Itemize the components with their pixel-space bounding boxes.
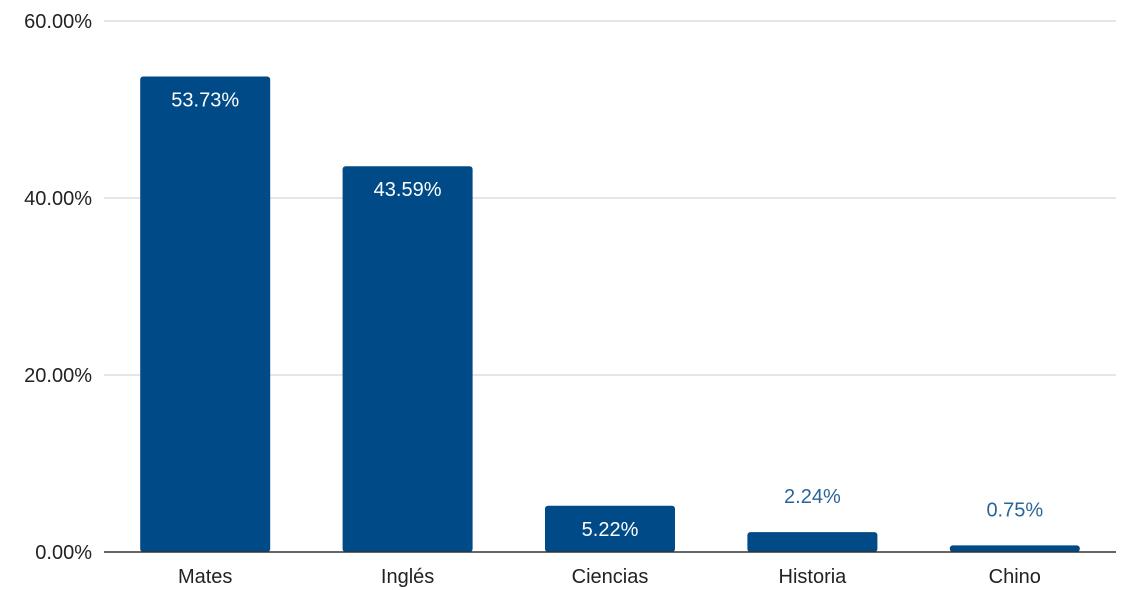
data-labels: 53.73% 43.59% 5.22% 2.24% 0.75% <box>171 89 1043 540</box>
bar-chino <box>950 545 1080 552</box>
x-category-label: Mates <box>178 566 232 588</box>
x-category-label: Inglés <box>381 566 434 588</box>
y-tick-label: 0.00% <box>35 542 92 564</box>
bars <box>140 76 1080 552</box>
x-category-label: Ciencias <box>572 566 649 588</box>
data-label: 43.59% <box>374 179 442 201</box>
data-label: 2.24% <box>784 486 841 508</box>
bar-mates <box>140 76 270 552</box>
y-axis-tick-labels: 0.00% 20.00% 40.00% 60.00% <box>24 11 92 564</box>
data-label: 53.73% <box>171 89 239 111</box>
data-label: 5.22% <box>582 519 639 541</box>
data-label: 0.75% <box>986 499 1043 521</box>
x-axis-category-labels: Mates Inglés Ciencias Historia Chino <box>178 566 1041 588</box>
y-tick-label: 40.00% <box>24 188 92 210</box>
x-category-label: Chino <box>989 566 1041 588</box>
bar-historia <box>747 532 877 552</box>
bar-inglés <box>343 166 473 552</box>
x-category-label: Historia <box>779 566 848 588</box>
y-tick-label: 60.00% <box>24 11 92 33</box>
y-tick-label: 20.00% <box>24 365 92 387</box>
